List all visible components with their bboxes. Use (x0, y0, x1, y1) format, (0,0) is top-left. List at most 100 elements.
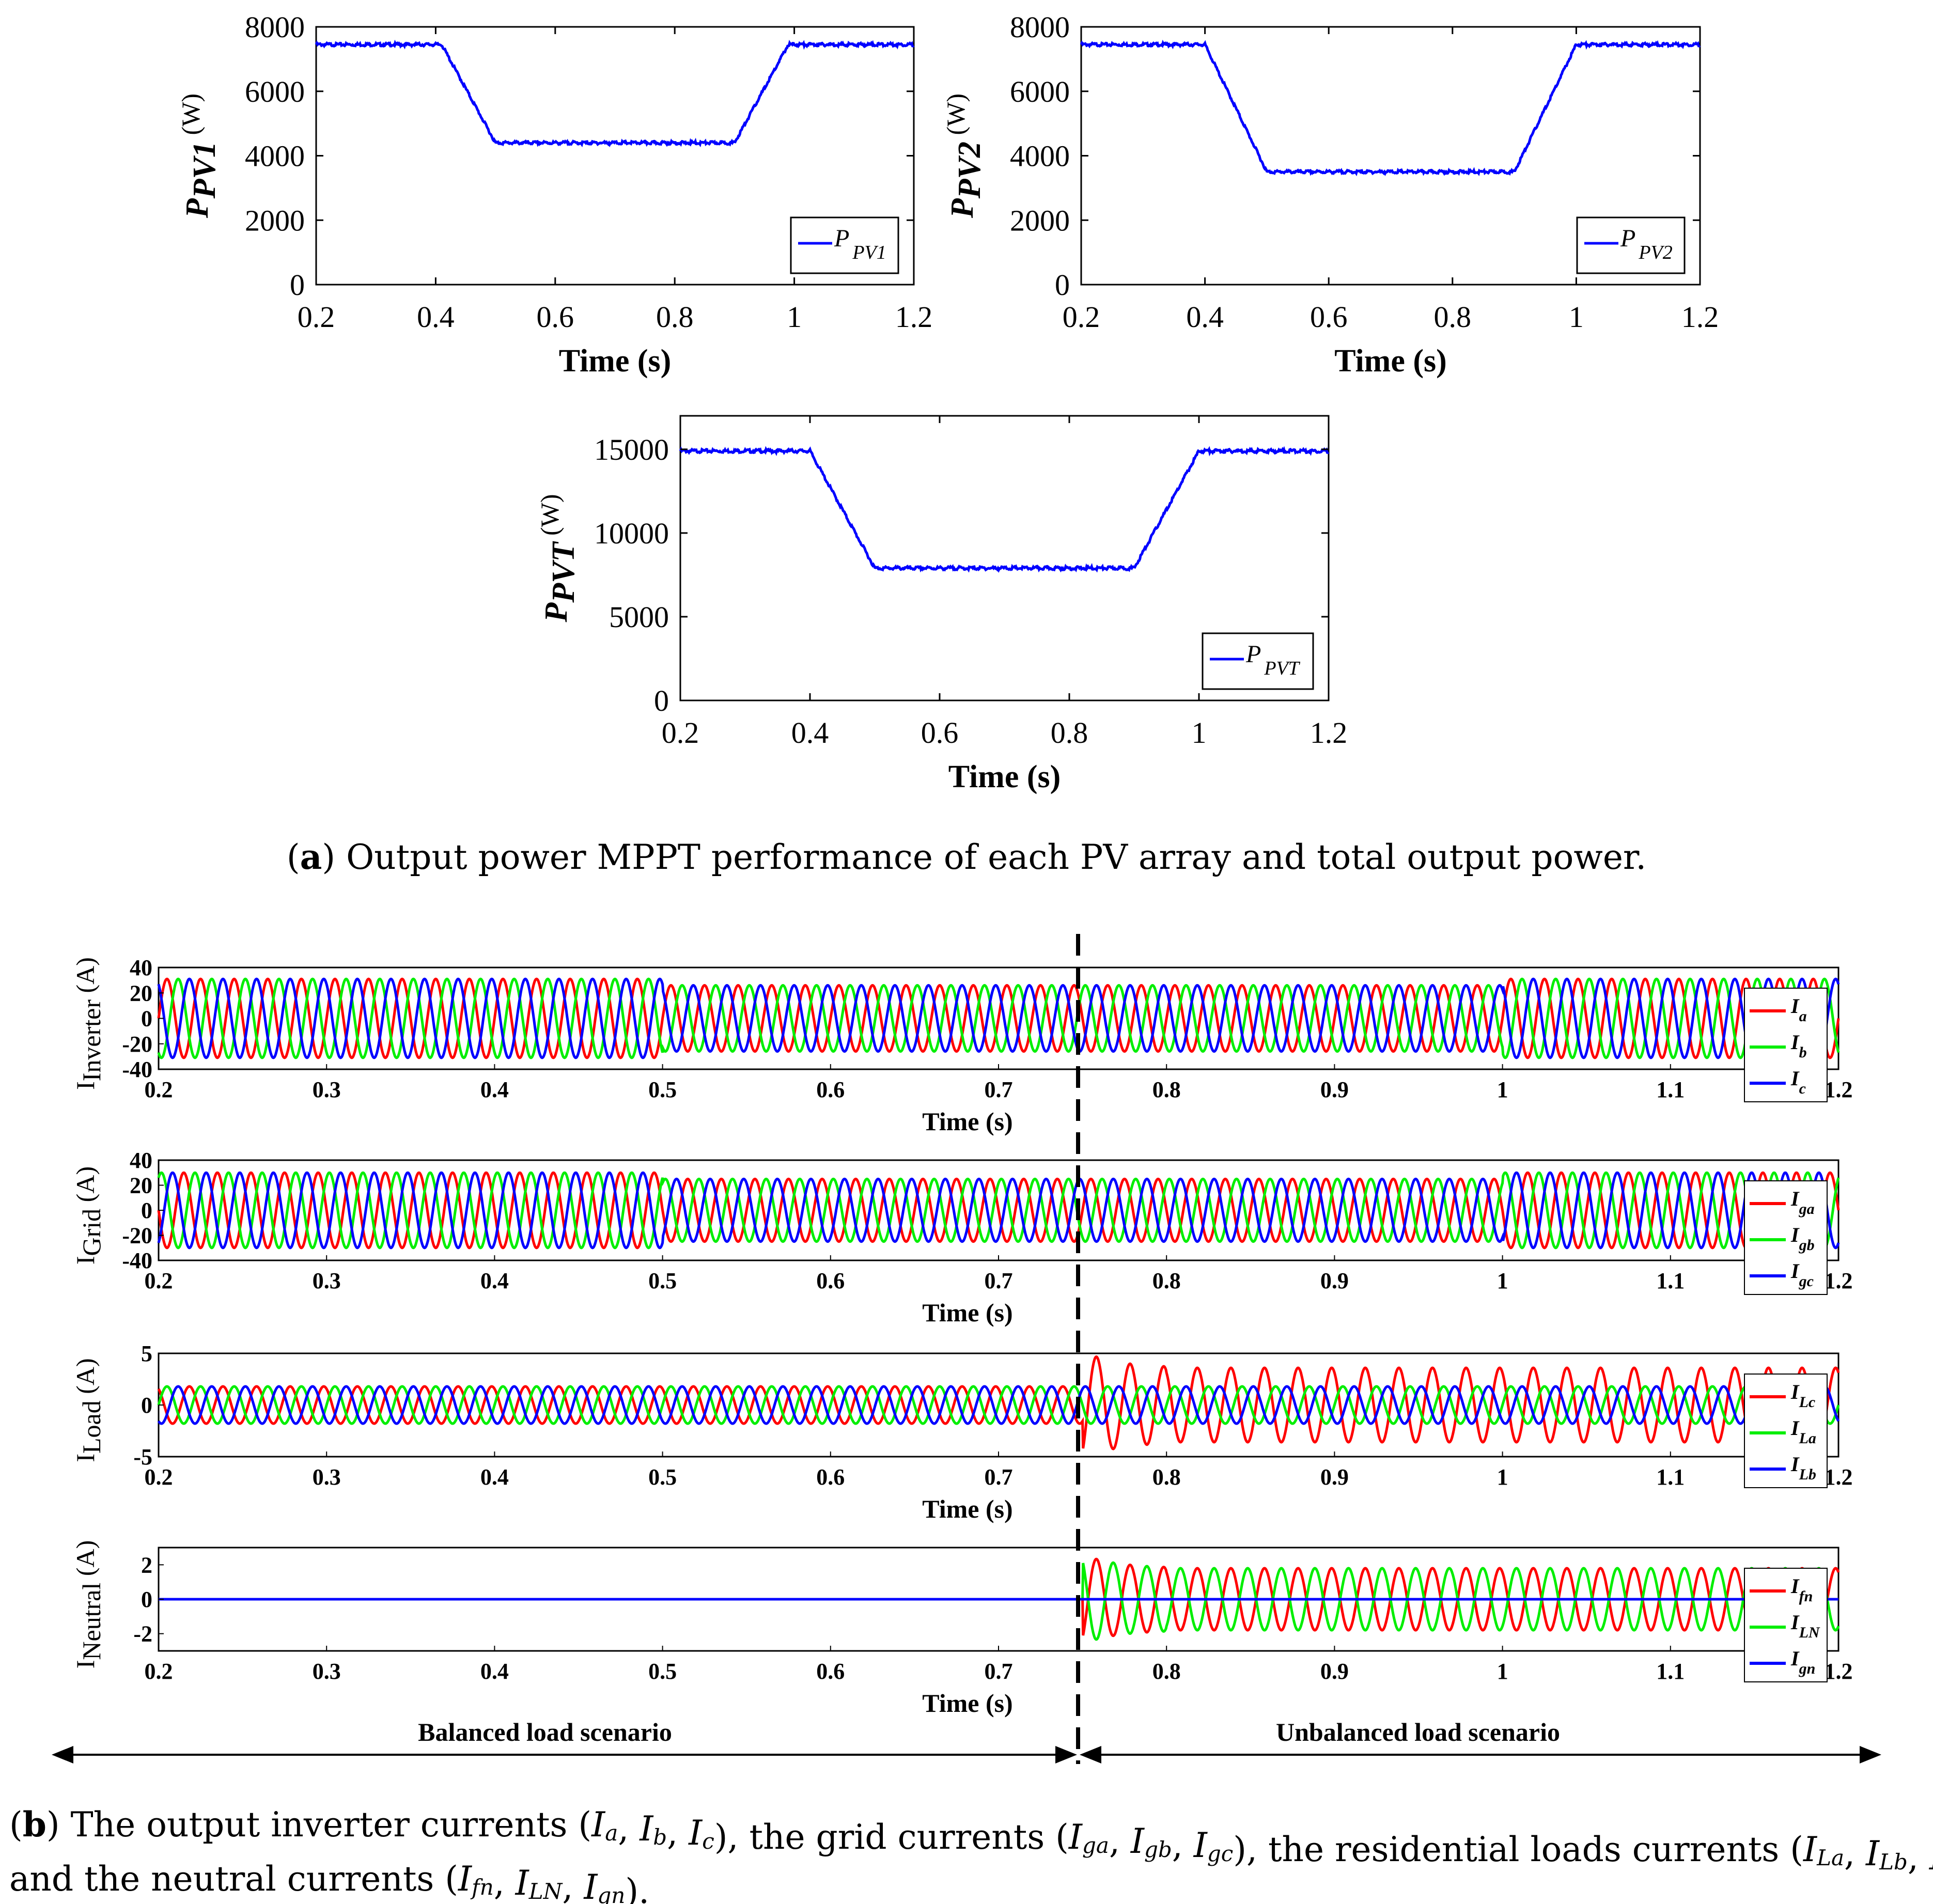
legend-label-main: I (1790, 1223, 1800, 1246)
legend-label: Ifn (1790, 1574, 1813, 1605)
x-tick-label: 0.2 (1063, 300, 1100, 334)
x-tick-label: 0.8 (1434, 300, 1472, 334)
y-axis-label-unit: (A) (71, 1540, 100, 1583)
caption-paren: ) (46, 1805, 71, 1845)
series-line-I-c (157, 977, 1840, 1059)
y-tick-label: 2 (141, 1552, 152, 1578)
legend-label-sub: PV2 (1638, 242, 1672, 263)
chart-ppv1: 0.2 0.4 0.6 0.8 1 1.2 0 2000 4000 6000 8000 Time (s… (176, 10, 932, 379)
legend-label-main: I (1790, 1259, 1800, 1283)
legend-label-sub: LN (1799, 1624, 1820, 1641)
x-tick-label: 0.5 (648, 1659, 677, 1684)
x-tick-label: 0.3 (313, 1659, 341, 1684)
legend-label: Ic (1790, 1067, 1806, 1097)
caption-text: , (667, 1813, 689, 1853)
y-axis-label-unit: (W) (176, 93, 205, 142)
caption-symbol-main: I (1193, 1825, 1208, 1865)
legend-label-sub: PVT (1264, 658, 1300, 679)
x-axis-label: Time (s) (922, 1107, 1012, 1136)
series-line-P-PVT (679, 446, 1330, 573)
x-tick-label: 0.6 (816, 1464, 845, 1490)
arrowhead-mid-left (1080, 1746, 1101, 1763)
x-tick-label: 1.1 (1656, 1659, 1685, 1684)
x-tick-label: 1 (1497, 1077, 1508, 1102)
arrowhead-mid-right (1055, 1746, 1077, 1763)
y-tick-label: 10000 (594, 517, 669, 550)
y-axis-label-sub: PVT (546, 541, 581, 603)
caption-b-line-1: (b) The output inverter currents (Ia, Ib… (9, 1804, 1933, 1882)
legend: PPV1 (790, 216, 899, 274)
caption-symbol-sub: b (653, 1824, 667, 1850)
caption-symbol-sub: La (1816, 1845, 1844, 1870)
x-tick-label: 0.7 (985, 1659, 1013, 1684)
x-axis-label: Time (s) (559, 344, 672, 379)
y-axis-label: IInverter (A) (71, 957, 106, 1090)
legend-label-main: I (1790, 1647, 1800, 1670)
x-axis-label: Time (s) (922, 1298, 1012, 1327)
legend-label: Ib (1790, 1031, 1807, 1061)
x-tick-label: 0.7 (985, 1077, 1013, 1102)
caption-symbol-sub: gc (1207, 1841, 1233, 1866)
caption-symbol-sub: a (605, 1820, 618, 1846)
x-tick-label: 1.1 (1656, 1464, 1685, 1490)
y-axis-label-sub: Grid (77, 1209, 106, 1256)
series-line-I-Lc (157, 1355, 1840, 1450)
chart-neutral-currents: 0.2 0.3 0.4 0.5 0.6 0.7 0.8 0.9 1 1.1 1.2 2 0 -2 Time … (71, 1540, 1853, 1718)
caption-text: The output inverter currents ( (71, 1805, 591, 1845)
x-tick-label: 0.8 (1152, 1464, 1181, 1490)
caption-text: , (1908, 1838, 1929, 1878)
y-axis-label-main: P (945, 198, 980, 219)
legend-label: Igb (1790, 1223, 1815, 1254)
legend-label: Iga (1790, 1187, 1815, 1218)
x-tick-label: 0.4 (480, 1464, 509, 1490)
x-tick-label: 0.3 (313, 1464, 341, 1490)
x-tick-label: 0.8 (1152, 1268, 1181, 1293)
x-tick-label: 0.2 (145, 1077, 173, 1102)
legend: PPVT (1202, 632, 1314, 690)
y-tick-label: 20 (130, 980, 152, 1006)
legend-label-sub: gc (1799, 1273, 1814, 1290)
caption-symbol-sub: fn (470, 1875, 494, 1900)
legend-label: PPV2 (1620, 225, 1673, 263)
caption-symbol-sub: c (702, 1829, 714, 1854)
y-tick-label: 20 (130, 1173, 152, 1198)
y-tick-label: 0 (290, 268, 305, 302)
x-tick-label: 0.6 (816, 1659, 845, 1684)
y-axis-label: PPV1 (W) (176, 93, 222, 219)
x-tick-label: 0.3 (313, 1077, 341, 1102)
y-axis-label: INeutral (A) (71, 1540, 106, 1669)
x-tick-label: 0.6 (537, 300, 574, 334)
y-axis-label-unit: (A) (71, 1166, 100, 1209)
x-tick-label: 1 (1569, 300, 1584, 334)
x-tick-label: 0.2 (662, 716, 699, 750)
y-tick-label: 0 (1055, 268, 1070, 302)
y-tick-label: -40 (122, 1057, 152, 1082)
x-tick-label: 0.8 (1051, 716, 1088, 750)
caption-symbol-main: I (591, 1805, 606, 1845)
x-tick-label: 0.8 (1152, 1077, 1181, 1102)
caption-symbol-sub: ga (1082, 1833, 1109, 1858)
caption-symbol-main: I (1130, 1821, 1145, 1861)
caption-text: Output power MPPT performance of each PV… (346, 837, 1646, 877)
x-tick-label: 1 (787, 300, 802, 334)
x-tick-label: 0.7 (985, 1268, 1013, 1293)
caption-paren: ( (287, 837, 300, 877)
unbalanced-load-label: Unbalanced load scenario (1276, 1718, 1560, 1746)
x-tick-label: 0.9 (1320, 1659, 1349, 1684)
y-tick-label: 0 (654, 684, 669, 717)
legend-label-sub: c (1799, 1080, 1806, 1097)
legend-label: Ign (1790, 1647, 1815, 1677)
y-tick-label: 6000 (1010, 75, 1070, 108)
series-line-I-gb (157, 1171, 1840, 1250)
y-axis-label: IGrid (A) (71, 1166, 106, 1265)
x-tick-label: 0.3 (313, 1268, 341, 1293)
y-axis-label: PPV2 (W) (941, 93, 987, 219)
legend-label-main: I (1790, 1031, 1800, 1054)
caption-symbol-sub: Lb (1879, 1849, 1908, 1875)
y-tick-label: -5 (133, 1444, 152, 1470)
series-line-I-ga (157, 1171, 1840, 1250)
x-tick-label: 1.2 (1825, 1659, 1853, 1684)
y-axis-label-main: I (71, 1081, 100, 1090)
